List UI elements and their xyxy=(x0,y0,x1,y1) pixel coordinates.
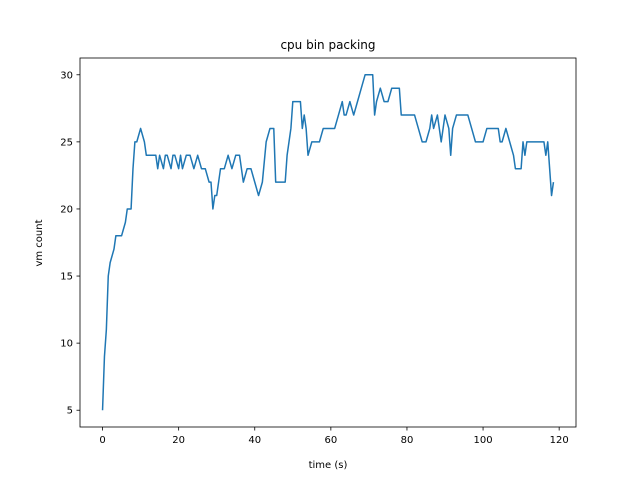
y-tick-label: 20 xyxy=(60,204,73,215)
x-tick-label: 100 xyxy=(474,435,493,446)
x-tick-label: 0 xyxy=(99,435,105,446)
x-tick-label: 80 xyxy=(401,435,414,446)
y-tick-label: 5 xyxy=(67,406,73,417)
chart-title: cpu bin packing xyxy=(280,38,375,52)
x-tick-label: 120 xyxy=(550,435,569,446)
data-line xyxy=(101,74,555,411)
y-tick-label: 25 xyxy=(60,137,73,148)
x-tick-label: 60 xyxy=(324,435,337,446)
x-axis-label: time (s) xyxy=(309,460,348,471)
plot-frame xyxy=(79,57,577,428)
y-tick-label: 15 xyxy=(60,272,73,283)
y-axis-label: vm count xyxy=(34,219,45,266)
x-tick-label: 20 xyxy=(172,435,185,446)
y-tick-label: 10 xyxy=(60,339,73,350)
y-tick-label: 30 xyxy=(60,70,73,81)
x-tick-label: 40 xyxy=(248,435,261,446)
